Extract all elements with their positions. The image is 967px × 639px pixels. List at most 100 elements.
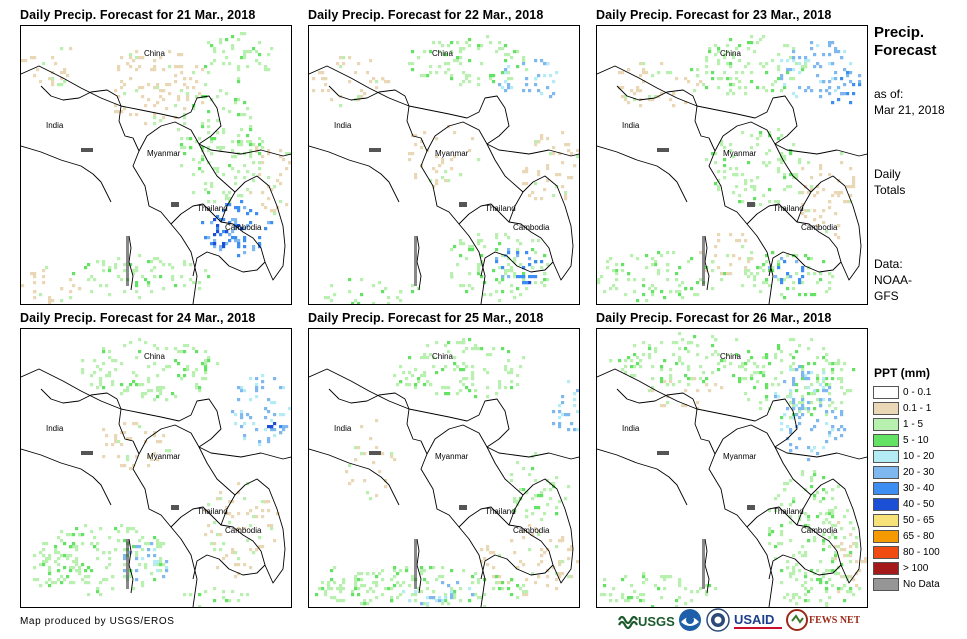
boundary-layer — [597, 368, 867, 607]
boundary-layer — [309, 368, 579, 607]
sidebar-title: Precip. Forecast — [874, 24, 937, 60]
legend-label: 0.1 - 1 — [903, 402, 932, 414]
credit-line: Map produced by USGS/EROS — [20, 616, 175, 627]
data-source: Data: NOAA- GFS — [874, 256, 912, 304]
legend-swatch — [873, 401, 899, 415]
legend-item: 0.1 - 1 — [873, 400, 940, 416]
totals-note: Daily Totals — [874, 166, 905, 198]
map-label-thailand: Thailand — [773, 204, 804, 213]
legend-item: 65 - 80 — [873, 528, 940, 544]
legend-item: 10 - 20 — [873, 448, 940, 464]
map-label-india: India — [622, 424, 640, 433]
legend-label: 10 - 20 — [903, 450, 935, 462]
data-source-line3: GFS — [874, 289, 899, 303]
legend-label: 0 - 0.1 — [903, 386, 932, 398]
legend-label: 80 - 100 — [903, 546, 940, 558]
legend-swatch — [873, 577, 899, 591]
panel-title: Daily Precip. Forecast for 21 Mar., 2018 — [20, 8, 256, 22]
map-label-india: India — [334, 121, 352, 130]
map-label-thailand: Thailand — [773, 507, 804, 516]
map-label-china: China — [144, 49, 165, 58]
map-canvas: China India Myanmar Thailand Cambodia — [309, 338, 579, 607]
boundary-layer — [21, 368, 291, 607]
panel-title: Daily Precip. Forecast for 23 Mar., 2018 — [596, 8, 832, 22]
precip-layer — [21, 32, 291, 304]
map-label-myanmar: Myanmar — [435, 149, 469, 158]
map-label-india: India — [622, 121, 640, 130]
map-label-cambodia: Cambodia — [225, 223, 262, 232]
map-label-india: India — [334, 424, 352, 433]
legend-label: 30 - 40 — [903, 482, 935, 494]
map-label-india: India — [46, 121, 64, 130]
map-label-china: China — [720, 352, 741, 361]
legend-label: > 100 — [903, 562, 929, 574]
usaid-text: USAID — [734, 612, 774, 627]
boundary-layer — [597, 65, 867, 304]
map-label-thailand: Thailand — [197, 204, 228, 213]
data-source-line2: NOAA- — [874, 273, 913, 287]
legend-item: 0 - 0.1 — [873, 384, 940, 400]
legend-swatch — [873, 529, 899, 543]
totals-line1: Daily — [874, 167, 901, 181]
map-label-cambodia: Cambodia — [513, 223, 550, 232]
legend-swatch — [873, 465, 899, 479]
legend-swatch — [873, 481, 899, 495]
boundary-layer — [21, 65, 291, 304]
map-label-thailand: Thailand — [485, 507, 516, 516]
map-label-china: China — [432, 352, 453, 361]
map-label-thailand: Thailand — [197, 507, 228, 516]
precip-layer — [33, 338, 291, 607]
legend-label: 1 - 5 — [903, 418, 924, 430]
forecast-map: China India Myanmar Thailand Cambodia — [308, 25, 580, 305]
legend-label: 40 - 50 — [903, 498, 935, 510]
panel-title: Daily Precip. Forecast for 25 Mar., 2018 — [308, 311, 544, 325]
legend-item: 20 - 30 — [873, 464, 940, 480]
precip-layer — [600, 332, 867, 607]
usaid-logo: USAID — [734, 612, 782, 629]
map-label-thailand: Thailand — [485, 204, 516, 213]
forecast-panel-5: Daily Precip. Forecast for 25 Mar., 2018… — [308, 311, 580, 608]
forecast-panel-3: Daily Precip. Forecast for 23 Mar., 2018… — [596, 8, 868, 305]
legend-swatch — [873, 497, 899, 511]
legend-swatch — [873, 385, 899, 399]
panel-title: Daily Precip. Forecast for 26 Mar., 2018 — [596, 311, 832, 325]
forecast-panel-1: Daily Precip. Forecast for 21 Mar., 2018… — [20, 8, 292, 305]
legend-swatch — [873, 417, 899, 431]
map-label-myanmar: Myanmar — [435, 452, 469, 461]
as-of-label: as of: — [874, 87, 904, 101]
data-source-line1: Data: — [874, 257, 903, 271]
map-label-myanmar: Myanmar — [147, 452, 181, 461]
legend-item: 5 - 10 — [873, 432, 940, 448]
usgs-logo: USGS — [618, 614, 675, 630]
precip-layer — [312, 35, 579, 304]
legend-swatch — [873, 545, 899, 559]
legend-item: No Data — [873, 576, 940, 592]
map-label-myanmar: Myanmar — [723, 149, 757, 158]
forecast-panel-6: Daily Precip. Forecast for 26 Mar., 2018… — [596, 311, 868, 608]
map-label-myanmar: Myanmar — [147, 149, 181, 158]
sidebar-title-line1: Precip. — [874, 24, 925, 41]
legend-item: 50 - 65 — [873, 512, 940, 528]
sidebar-title-line2: Forecast — [874, 42, 937, 59]
map-label-cambodia: Cambodia — [513, 526, 550, 535]
legend-swatch — [873, 449, 899, 463]
forecast-panel-4: Daily Precip. Forecast for 24 Mar., 2018… — [20, 311, 292, 608]
legend: 0 - 0.1 0.1 - 1 1 - 5 5 - 10 10 - 20 20 … — [873, 384, 940, 592]
legend-label: 65 - 80 — [903, 530, 935, 542]
legend-item: 40 - 50 — [873, 496, 940, 512]
precip-layer — [597, 35, 862, 303]
map-canvas: China India Myanmar Thailand Cambodia — [21, 32, 291, 304]
usgs-text: USGS — [638, 614, 675, 629]
legend-label: 50 - 65 — [903, 514, 935, 526]
legend-item: 1 - 5 — [873, 416, 940, 432]
fews-net-logo: FEWS NET — [786, 609, 860, 631]
legend-swatch — [873, 561, 899, 575]
map-label-cambodia: Cambodia — [801, 526, 838, 535]
map-canvas: China India Myanmar Thailand Cambodia — [597, 332, 867, 607]
as-of-value: Mar 21, 2018 — [874, 103, 945, 117]
forecast-map: China India Myanmar Thailand Cambodia — [308, 328, 580, 608]
noaa-logo — [679, 609, 701, 631]
legend-swatch — [873, 433, 899, 447]
doi-seal-logo — [706, 608, 730, 632]
map-label-china: China — [432, 49, 453, 58]
